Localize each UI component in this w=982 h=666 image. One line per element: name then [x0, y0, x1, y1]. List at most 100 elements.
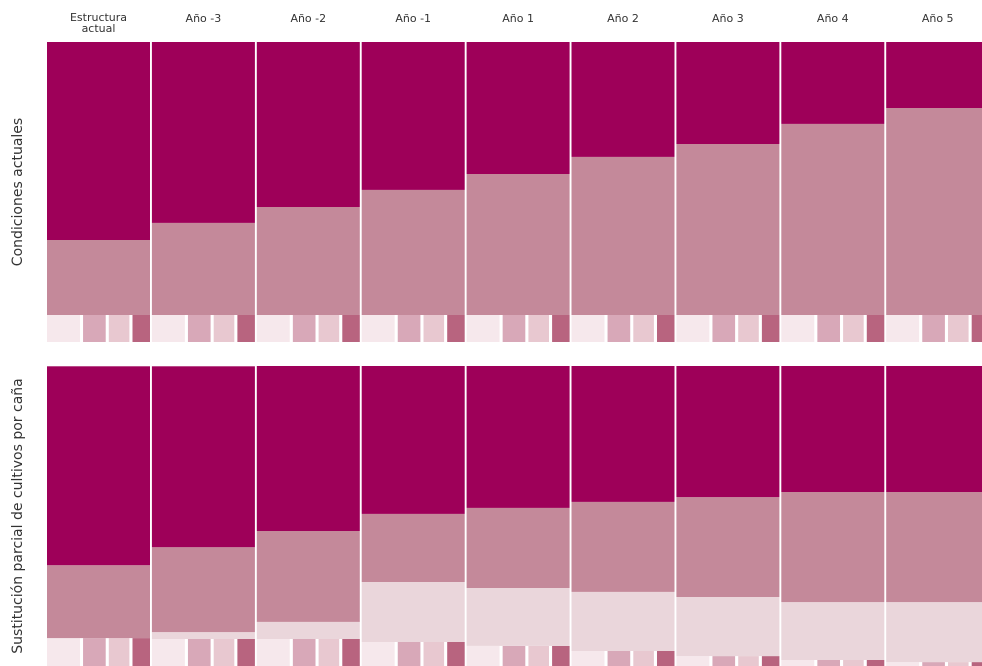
- strip-block: [528, 315, 549, 342]
- strip-segment: [781, 315, 885, 342]
- bar-segment: [256, 42, 360, 207]
- strip-block: [971, 315, 982, 342]
- bar-segment: [781, 42, 885, 124]
- strip-segment: [256, 639, 360, 666]
- strip-block: [108, 315, 130, 342]
- bar-segment: [151, 366, 255, 548]
- x-tick-label: Año -3: [186, 12, 222, 25]
- bar-segment: [571, 591, 675, 651]
- bar-segment: [781, 366, 885, 492]
- strip-block: [948, 662, 969, 666]
- bar-segment: [47, 366, 150, 566]
- strip-block: [656, 651, 675, 666]
- strip-block: [151, 315, 185, 342]
- x-tick-label: Año 4: [817, 12, 849, 25]
- strip-block: [423, 315, 445, 342]
- strip-block: [47, 315, 80, 342]
- strip-segment: [676, 315, 780, 342]
- strip-block: [132, 315, 150, 342]
- strip-block: [108, 638, 130, 666]
- strip-block: [132, 638, 150, 666]
- strip-block: [342, 639, 360, 666]
- strip-segment: [676, 656, 780, 666]
- strip-block: [361, 642, 395, 666]
- bar-segment: [781, 123, 885, 316]
- bar-segment: [676, 366, 780, 498]
- strip-block: [817, 315, 841, 342]
- strip-block: [843, 660, 864, 666]
- bar-segment: [151, 632, 255, 639]
- bar-segment: [886, 366, 982, 492]
- bar-segment: [256, 621, 360, 639]
- x-tick-label: Año 3: [712, 12, 744, 25]
- x-tick-label: Año 5: [922, 12, 954, 25]
- strip-block: [843, 315, 864, 342]
- strip-block: [922, 315, 945, 342]
- strip-block: [447, 315, 465, 342]
- bar-segment: [886, 108, 982, 315]
- bar-segment: [676, 597, 780, 657]
- bar-segment: [151, 42, 255, 223]
- strip-block: [213, 315, 235, 342]
- strip-block: [886, 315, 920, 342]
- strip-segment: [256, 315, 360, 342]
- x-tick-label: Estructura actual: [70, 11, 127, 35]
- strip-segment: [571, 315, 675, 342]
- x-tick-label: Año -2: [290, 12, 326, 25]
- strip-block: [528, 645, 549, 666]
- strip-block: [237, 639, 255, 666]
- strip-block: [256, 315, 290, 342]
- strip-block: [466, 645, 500, 666]
- strip-block: [571, 315, 605, 342]
- y-axis-label: Condiciones actuales: [10, 118, 26, 266]
- strip-block: [342, 315, 360, 342]
- strip-block: [237, 315, 255, 342]
- strip-segment: [466, 315, 570, 342]
- bar-segment: [361, 189, 465, 315]
- strip-block: [571, 651, 605, 666]
- strip-segment: [47, 315, 150, 342]
- bar-segment: [47, 42, 150, 240]
- strip-block: [922, 662, 945, 666]
- strip-segment: [466, 645, 570, 666]
- bar-segment: [571, 366, 675, 502]
- strip-block: [633, 651, 654, 666]
- strip-block: [502, 315, 526, 342]
- bar-segment: [361, 366, 465, 514]
- bar-segment: [886, 492, 982, 603]
- strip-block: [712, 656, 736, 666]
- strip-segment: [571, 651, 675, 666]
- strip-block: [502, 645, 526, 666]
- strip-block: [47, 638, 80, 666]
- strip-block: [866, 660, 885, 666]
- strip-segment: [886, 315, 982, 342]
- bar-segment: [151, 222, 255, 315]
- bar-segment: [466, 42, 570, 174]
- strip-block: [83, 638, 106, 666]
- bar-segment: [256, 207, 360, 315]
- strip-block: [397, 642, 421, 666]
- bar-segment: [361, 582, 465, 642]
- bar-segment: [571, 42, 675, 157]
- strip-block: [971, 662, 982, 666]
- strip-block: [738, 656, 759, 666]
- bar-segment: [47, 240, 150, 315]
- strip-block: [781, 315, 815, 342]
- bar-segment: [676, 497, 780, 597]
- strip-block: [447, 642, 465, 666]
- x-tick-label: Año -1: [395, 12, 431, 25]
- strip-segment: [886, 662, 982, 666]
- strip-block: [712, 315, 736, 342]
- strip-segment: [781, 660, 885, 666]
- strip-block: [738, 315, 759, 342]
- strip-segment: [151, 315, 255, 342]
- strip-block: [292, 639, 316, 666]
- strip-block: [318, 639, 340, 666]
- strip-block: [607, 315, 631, 342]
- strip-block: [633, 315, 654, 342]
- bar-segment: [361, 42, 465, 190]
- x-tick-label: Año 1: [502, 12, 534, 25]
- strip-block: [781, 660, 815, 666]
- strip-segment: [361, 642, 465, 666]
